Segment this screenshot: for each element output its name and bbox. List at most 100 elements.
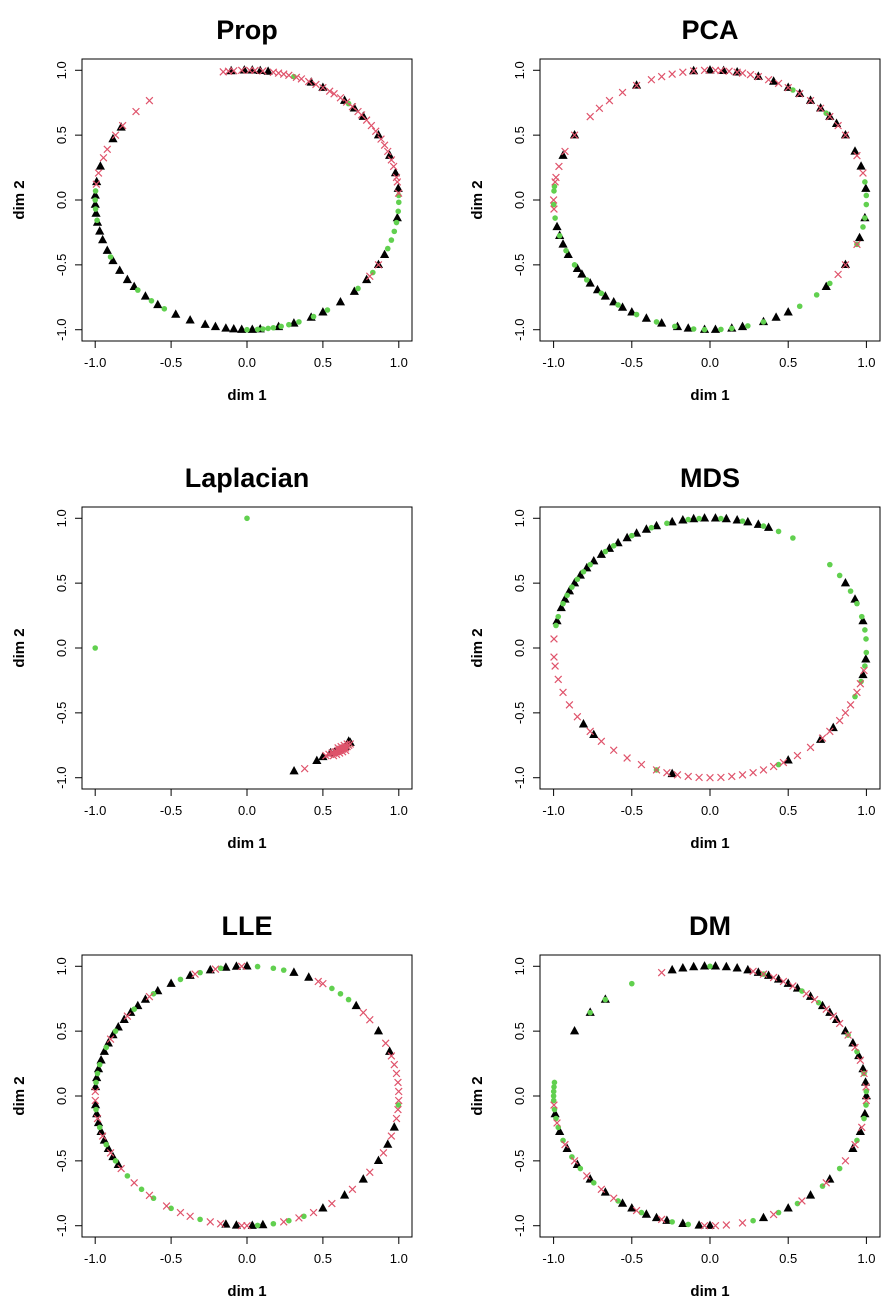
circle-point: [560, 600, 566, 607]
y-tick-label: 1.0: [512, 957, 527, 975]
circle-point: [590, 1179, 597, 1186]
x-axis: -1.0 -0.5 0.0 0.5 1.0: [84, 788, 408, 818]
circle-point: [310, 313, 317, 320]
triangle-point: [572, 263, 582, 272]
circle-point: [93, 1106, 99, 1113]
triangle-point: [732, 963, 742, 972]
y-tick-label: 0.5: [512, 574, 527, 592]
cross-point: [387, 1132, 396, 1140]
triangle-point: [126, 1007, 136, 1016]
cross-point: [597, 737, 606, 746]
circle-point: [745, 323, 751, 329]
circle-point: [760, 319, 767, 325]
triangle-point: [339, 1190, 350, 1199]
triangle-point: [719, 65, 729, 74]
triangle-point: [694, 1220, 704, 1229]
circle-point: [587, 1009, 593, 1016]
circle-point: [696, 515, 702, 522]
cross-point: [367, 121, 376, 130]
y-tick-label: 0.0: [54, 191, 69, 209]
cross-point: [652, 766, 661, 774]
x-tick-label: 1.0: [857, 355, 875, 370]
cross-point: [553, 1119, 561, 1127]
triangle-point: [850, 146, 860, 155]
triangle-point: [210, 321, 221, 331]
cross-point: [673, 771, 682, 779]
triangle-point: [373, 1155, 384, 1165]
cross-point: [825, 112, 834, 121]
cross-point: [582, 1172, 591, 1180]
y-tick-label: 0.5: [54, 126, 69, 144]
cross-point: [657, 968, 666, 977]
cross-point: [746, 70, 755, 79]
circle-point: [296, 319, 302, 325]
triangle-point: [667, 516, 677, 526]
circle-point: [92, 197, 98, 203]
triangle-point: [821, 281, 831, 290]
cross-point: [684, 772, 693, 781]
triangle-point: [92, 1072, 102, 1082]
circle-point: [669, 1219, 675, 1225]
cross-point: [841, 1157, 850, 1165]
circle-point: [598, 290, 605, 297]
triangle-point: [705, 1220, 715, 1229]
circle-point: [815, 999, 822, 1006]
cross-point: [380, 141, 389, 150]
chart-title: MDS: [680, 463, 740, 493]
triangle-point: [383, 1139, 393, 1148]
triangle-point: [689, 65, 699, 75]
cross-point: [779, 758, 788, 767]
cross-point: [822, 1178, 831, 1187]
cross-point: [392, 1114, 401, 1123]
triangle-point: [373, 1025, 384, 1035]
x-axis-label: dim 1: [690, 1283, 729, 1300]
cross-point: [377, 135, 385, 143]
triangle-point: [815, 734, 826, 743]
cross-point: [348, 1185, 357, 1194]
circle-point: [395, 199, 402, 206]
circle-point: [760, 523, 767, 529]
cross-point: [570, 131, 579, 139]
y-tick-label: -0.5: [54, 1150, 69, 1172]
triangle-point: [385, 1046, 395, 1055]
triangle-point: [858, 669, 868, 679]
x-tick-label: 1.0: [390, 355, 408, 370]
y-axis: -1.0 -0.5 0.0 0.5 1.0: [54, 61, 83, 341]
x-tick-label: 1.0: [857, 1251, 875, 1266]
circle-point: [280, 967, 287, 973]
circle-point: [329, 985, 335, 992]
triangle-point: [358, 1174, 368, 1183]
cross-point: [769, 1210, 778, 1219]
plot-frame: [81, 58, 413, 342]
panel-laplacian: Laplacian -1.0 -0.5 0.0 0.5 1.0 -1.0 -0.5 0.0 0.5…: [11, 463, 413, 852]
cross-point: [550, 635, 558, 643]
triangle-point: [861, 1090, 871, 1100]
triangle-point: [108, 1029, 118, 1039]
cross-point: [390, 1060, 399, 1069]
triangle-point: [596, 549, 606, 558]
triangle-point: [93, 1063, 104, 1073]
cross-point: [92, 180, 101, 189]
circle-point: [690, 326, 697, 332]
cross-point: [346, 740, 355, 748]
cross-point: [700, 66, 709, 75]
circle-point: [270, 1220, 277, 1227]
cross-point: [802, 989, 811, 998]
cross-point: [304, 77, 313, 86]
panel-lle: LLE -1.0 -0.5 0.0 0.5 1.0 -1.0 -0.5 0.0 0.5 1.0 dim…: [11, 911, 413, 1300]
triangle-point: [289, 967, 299, 976]
x-tick-label: -1.0: [84, 355, 106, 370]
circle-point: [775, 528, 782, 535]
circle-point: [827, 280, 833, 287]
cross-point: [561, 147, 569, 156]
cross-point: [647, 75, 656, 84]
triangle-point: [641, 1209, 651, 1218]
y-axis-label: dim 2: [469, 180, 486, 219]
triangle-point: [641, 524, 651, 533]
triangle-point: [721, 513, 731, 523]
cross-point: [555, 162, 563, 171]
circle-point: [615, 302, 621, 308]
circle-point: [564, 592, 570, 599]
cross-point: [738, 771, 747, 779]
cross-point: [312, 80, 320, 89]
